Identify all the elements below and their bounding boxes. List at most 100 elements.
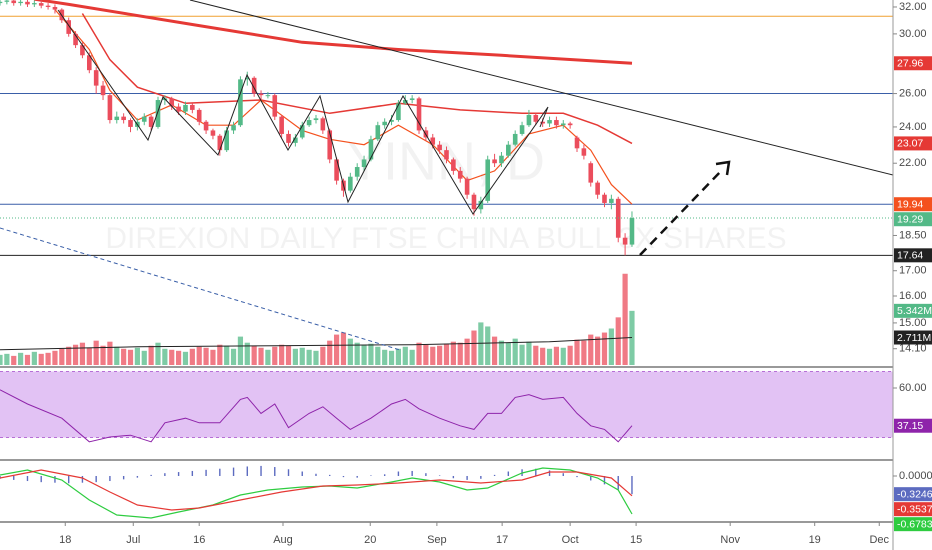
x-tick-label: 20 [364,534,376,546]
macd-histogram-bar [219,468,221,476]
candle-body [361,159,367,168]
y-tick-label: 15.00 [899,317,927,329]
macd-histogram-bar [301,471,303,476]
price-badge-label: 19.94 [897,198,923,210]
candle-body [485,159,491,201]
volume-bar [416,342,422,365]
candle-body [210,130,216,136]
candle-body [107,95,113,121]
volume-bar [485,326,491,365]
macd-histogram-bar [342,475,345,478]
macd-histogram-bar [177,472,180,476]
candle-body [4,0,10,2]
candle-body [148,116,154,127]
x-tick-label: Nov [720,534,740,546]
macd-histogram-bar [548,470,551,476]
candle-body [396,103,401,121]
volume-bar [437,345,443,365]
candle-body [265,95,271,97]
candle-body [375,125,381,140]
macd-histogram-bar [370,475,372,476]
candle-body [622,237,628,245]
price-badge [894,502,932,517]
macd-histogram-bar [438,475,441,476]
candle-body [238,79,243,126]
candle-body [272,95,278,117]
macd-histogram-bar [480,475,482,479]
volume-bar [59,348,65,365]
price-badge [894,56,932,71]
candle-body [0,1,3,4]
x-tick-label: 18 [59,534,71,546]
price-badge [894,418,932,433]
volume-bar [361,344,367,365]
volume-bar [265,349,271,365]
arrow-line [639,169,723,256]
price-badge-label: 27.96 [897,58,923,70]
volume-bar [93,340,99,365]
volume-bar [86,347,92,365]
volume-bar [127,349,134,365]
y-tick-label: 17.00 [899,265,927,277]
macd-histogram-bar [205,469,207,476]
candle-body [416,98,422,131]
candle-body [196,109,202,122]
macd-histogram-bar [383,474,386,476]
y-tick-label: 24.00 [899,121,927,133]
y-tick-label: 60.00 [899,382,927,394]
candle-body [409,98,415,101]
price-badge [894,136,932,151]
volume-bar [114,346,120,365]
candle-body [629,218,635,245]
macd-histogram-bar [81,475,84,483]
macd-histogram-bar [260,465,262,476]
candle-body [526,114,532,126]
candle-body [389,120,394,122]
volume-bar [24,354,31,365]
candle-body [574,137,580,149]
volume-bar [450,341,456,365]
volume-bar [395,348,402,365]
candle-body [279,116,284,134]
candle-body [100,85,106,96]
candle-body [11,0,17,4]
volume-bar [423,344,429,365]
rsi-band [0,371,893,438]
volume-bar [430,346,436,365]
candle-body [492,159,497,164]
candle-body [313,118,319,121]
candle-body [540,121,545,124]
candle-body [499,155,504,164]
y-tick-label: 26.00 [899,87,927,99]
volume-bar [327,340,333,365]
candle-body [430,137,436,145]
candle-body [128,120,133,127]
candle-body [533,114,539,122]
price-badge-label: 23.07 [897,138,923,150]
volume-bar [519,344,525,365]
volume-bar [72,344,79,365]
volume-bar [45,352,51,365]
volume-bar [471,330,477,365]
macd-histogram-bar [287,469,290,476]
volume-bar [354,342,360,365]
volume-bar [622,273,628,365]
candle-body [244,77,250,80]
candle-body [293,137,298,143]
volume-bar [210,349,216,365]
candle-body [286,133,291,143]
volume-bar [182,351,189,365]
candle-body [519,125,525,134]
volume-bar [595,336,601,365]
candle-body [258,93,264,96]
macd-histogram-bar [274,467,276,476]
candle-body [52,6,58,10]
volume-bar [512,338,518,365]
volume-bar [382,349,388,365]
volume-bar [196,346,202,365]
candle-body [32,3,37,5]
volume-bar [533,345,539,365]
candle-body [354,167,360,177]
candle-body [560,123,566,126]
